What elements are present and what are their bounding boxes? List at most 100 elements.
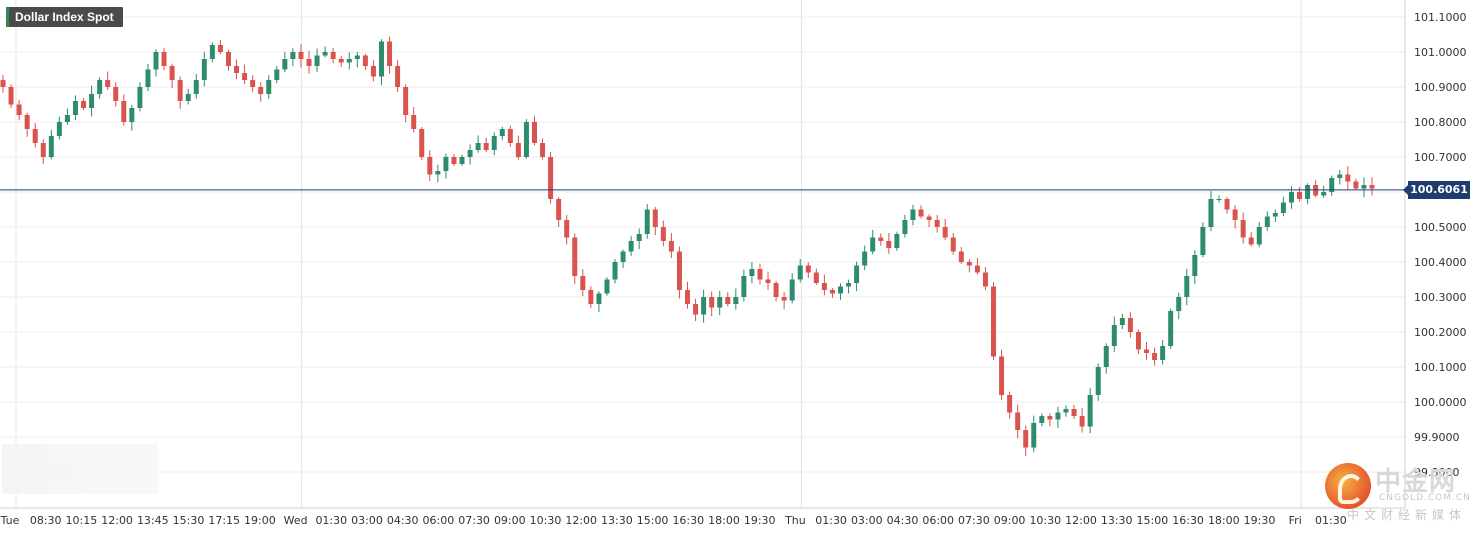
candle-body (991, 286, 997, 357)
candle-body (918, 209, 924, 217)
candle-body (701, 297, 707, 315)
candle-body (24, 115, 30, 129)
candle-body (97, 80, 103, 94)
candle-body (588, 290, 594, 304)
candle-body (507, 129, 513, 143)
x-tick-label: 10:30 (530, 514, 562, 527)
x-tick-label: 18:00 (1208, 514, 1240, 527)
x-tick-label: 01:30 (815, 514, 847, 527)
candle-body (169, 66, 175, 80)
candle-body (749, 269, 755, 276)
candle-body (1031, 423, 1037, 448)
candle-body (282, 59, 288, 70)
candle-body (942, 227, 948, 238)
candle-body (1055, 412, 1061, 420)
candle-body (773, 283, 779, 297)
candle-body (1200, 227, 1206, 255)
candle-body (1345, 174, 1351, 182)
candle-body (1063, 409, 1069, 413)
grid-lines (0, 0, 1405, 508)
candle-body (1369, 185, 1375, 189)
candle-body (523, 122, 529, 157)
candle-body (1152, 353, 1158, 360)
candle-body (1337, 174, 1343, 178)
x-tick-label: 17:15 (208, 514, 240, 527)
candle-body (16, 104, 22, 115)
candle-body (1176, 297, 1182, 311)
candle-body (1248, 237, 1254, 245)
candle-body (862, 251, 868, 266)
candle-body (306, 59, 312, 66)
candle-body (145, 69, 151, 87)
x-tick-label: 12:00 (1065, 514, 1097, 527)
candle-body (72, 101, 78, 115)
candle-body (1087, 395, 1093, 427)
candle-body (193, 80, 199, 94)
candle-body (137, 87, 143, 108)
candle-body (1305, 185, 1311, 199)
candle-body (121, 101, 127, 122)
x-tick-label: 15:30 (173, 514, 205, 527)
candle-body (475, 143, 481, 150)
y-tick-label: 101.0000 (1414, 46, 1467, 59)
candle-body (596, 293, 602, 304)
candle-body (926, 216, 932, 220)
y-tick-label: 100.4000 (1414, 256, 1467, 269)
y-tick-label: 100.3000 (1414, 291, 1467, 304)
x-tick-label: 01:30 (1315, 514, 1347, 527)
candle-body (435, 171, 441, 175)
candle-body (1047, 416, 1053, 420)
y-tick-label: 99.9000 (1414, 431, 1460, 444)
x-tick-label: 15:00 (637, 514, 669, 527)
candle-body (483, 143, 489, 150)
candle-body (854, 265, 860, 283)
candle-body (1264, 216, 1270, 227)
candle-body (902, 220, 908, 234)
x-tick-label: 06:00 (423, 514, 455, 527)
candle-body (894, 234, 900, 248)
x-tick-label: 04:30 (887, 514, 919, 527)
x-tick-label: 13:30 (1101, 514, 1133, 527)
candle-body (1119, 318, 1125, 325)
candle-body (813, 272, 819, 283)
candle-body (1353, 181, 1359, 189)
candle-body (1321, 192, 1327, 196)
candle-body (548, 157, 554, 199)
candle-body (789, 279, 795, 301)
candle-body (709, 297, 715, 308)
candle-body (298, 52, 304, 59)
candle-body (1272, 213, 1278, 217)
candle-body (741, 276, 747, 297)
candle-body (491, 136, 497, 150)
x-tick-label: 01:30 (315, 514, 347, 527)
candle-body (515, 143, 521, 157)
x-tick-label: 12:00 (565, 514, 597, 527)
logo-sub: 中文财经新媒体 (1347, 508, 1467, 522)
candle-body (1144, 349, 1150, 353)
candle-body (419, 129, 425, 157)
x-tick-label: 15:00 (1137, 514, 1169, 527)
candle-body (395, 66, 401, 87)
candle-body (628, 241, 634, 252)
logo-en: CNGOLD.COM.CN (1379, 493, 1471, 503)
candle-body (274, 69, 280, 80)
candle-body (958, 251, 964, 262)
candle-body (1071, 409, 1077, 416)
candle-body (370, 66, 376, 77)
candle-body (129, 108, 135, 122)
candle-body (838, 286, 844, 294)
candle-body (48, 136, 54, 157)
candle-body (540, 143, 546, 157)
candle-body (499, 129, 505, 136)
candle-body (81, 101, 87, 108)
x-tick-label: 10:30 (1029, 514, 1061, 527)
candle-body (1111, 325, 1117, 346)
x-tick-label: Thu (784, 514, 806, 527)
x-tick-label: 10:15 (66, 514, 98, 527)
candle-body (660, 227, 666, 241)
x-tick-label: 19:30 (1244, 514, 1276, 527)
candle-body (781, 297, 787, 301)
blurred-legend (2, 444, 158, 494)
x-tick-label: Wed (284, 514, 308, 527)
logo-cn: 中金网 (1375, 467, 1457, 497)
